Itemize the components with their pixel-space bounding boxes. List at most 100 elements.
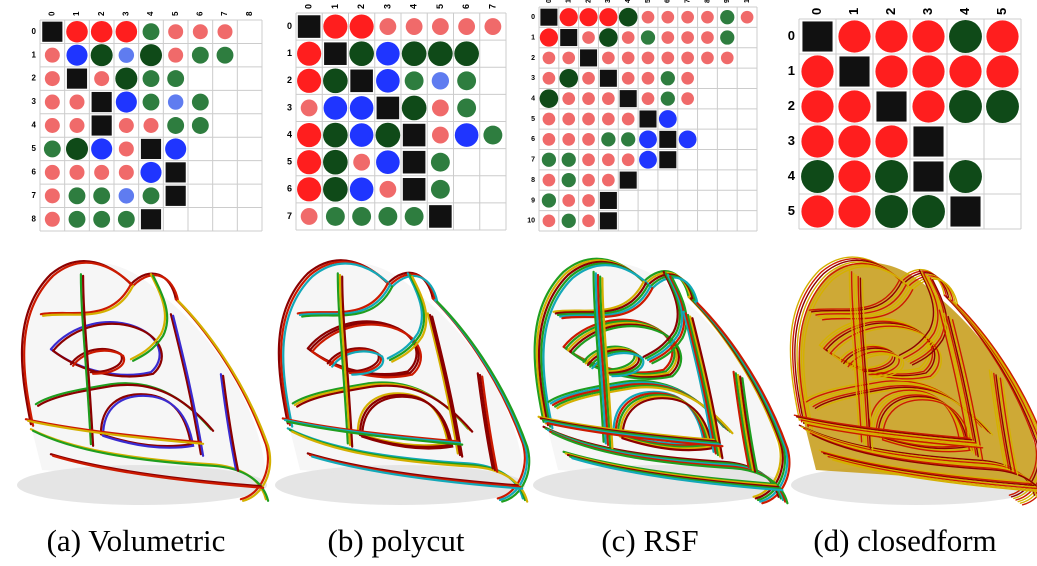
correlation-dot [681, 31, 694, 44]
curve [282, 262, 439, 428]
diagonal-square [42, 21, 63, 42]
curve [800, 419, 977, 444]
column-label: 1 [846, 8, 861, 15]
correlation-dot [601, 132, 616, 147]
curve [879, 397, 972, 451]
curve [691, 317, 724, 460]
ground-surface [17, 465, 267, 505]
curve [336, 272, 349, 445]
curve [734, 372, 752, 470]
curve [169, 313, 202, 456]
correlation-dot [875, 55, 908, 88]
correlation-dot [90, 20, 113, 43]
row-label: 3 [32, 97, 37, 106]
correlation-dot [454, 123, 479, 147]
correlation-dot [431, 72, 450, 90]
column-label: 5 [435, 4, 445, 9]
row-label: 2 [32, 74, 37, 83]
curve [898, 269, 935, 356]
curve [804, 422, 982, 447]
curve [821, 289, 914, 321]
diagonal-square [402, 150, 426, 174]
diagonal-square [599, 212, 617, 230]
column-label: 3 [382, 4, 392, 9]
correlation-dot [431, 18, 449, 35]
curve [855, 274, 867, 446]
correlation-dot [559, 8, 578, 27]
correlation-dot [541, 152, 557, 167]
correlation-dot [191, 93, 209, 111]
curve [539, 417, 717, 443]
column-label: 6 [665, 0, 672, 3]
column-label: 8 [704, 0, 711, 3]
correlation-dot [986, 90, 1019, 123]
correlation-dot [68, 210, 86, 228]
correlation-dot [457, 71, 477, 91]
curve [853, 272, 865, 445]
curve [361, 395, 454, 450]
correlation-dot [542, 71, 556, 85]
correlation-dot [191, 117, 209, 134]
row-label: 0 [531, 14, 535, 21]
curve [571, 457, 784, 492]
correlation-dot [639, 150, 657, 169]
curve [798, 417, 975, 443]
curve [546, 422, 724, 448]
row-label: 2 [287, 75, 292, 85]
correlation-dot [140, 161, 162, 183]
diagonal-square [599, 69, 617, 87]
correlation-dot [378, 206, 398, 226]
curve [476, 372, 494, 470]
correlation-dot [44, 71, 60, 87]
correlation-dot [875, 195, 908, 228]
correlation-dot [542, 173, 556, 187]
correlation-dot [376, 150, 400, 174]
correlation-dot [167, 70, 185, 88]
row-label: 1 [788, 63, 795, 78]
correlation-dot [801, 125, 834, 158]
curve [52, 454, 265, 489]
correlation-dot [44, 117, 60, 134]
curve [561, 287, 654, 320]
curve [222, 374, 240, 472]
correlation-dot [875, 125, 908, 158]
column-label: 3 [920, 8, 935, 15]
correlation-dot [539, 28, 559, 47]
curve [596, 273, 610, 447]
curve [651, 277, 688, 365]
curve [875, 394, 967, 448]
curve [990, 371, 1008, 468]
correlation-dot [542, 133, 556, 146]
curve [736, 373, 755, 472]
curve [905, 274, 941, 361]
correlation-dot [431, 126, 449, 144]
correlation-dot [431, 99, 449, 117]
correlation-dot [640, 30, 656, 45]
curve [102, 394, 195, 449]
correlation-dot [117, 210, 135, 228]
diagonal-square [599, 191, 617, 209]
row-label: 10 [527, 218, 535, 225]
correlation-dot [44, 188, 60, 204]
diagonal-square [839, 56, 870, 87]
curve [827, 455, 1037, 490]
curve [338, 273, 352, 447]
correlation-dot [401, 41, 427, 67]
correlation-dot [562, 194, 576, 207]
row-label: 3 [788, 133, 795, 148]
curve [861, 279, 874, 451]
curve [808, 279, 901, 311]
curve [172, 314, 205, 457]
correlation-dot [912, 90, 945, 123]
row-label: 2 [531, 55, 535, 62]
correlation-dot [562, 112, 576, 126]
correlation-dot [801, 90, 834, 123]
correlation-dot [986, 20, 1019, 53]
curve [850, 271, 863, 443]
curve [592, 270, 605, 443]
correlation-dot [349, 41, 374, 67]
correlation-dot [660, 71, 675, 86]
curve [644, 272, 681, 360]
diagonal-square [140, 138, 162, 160]
